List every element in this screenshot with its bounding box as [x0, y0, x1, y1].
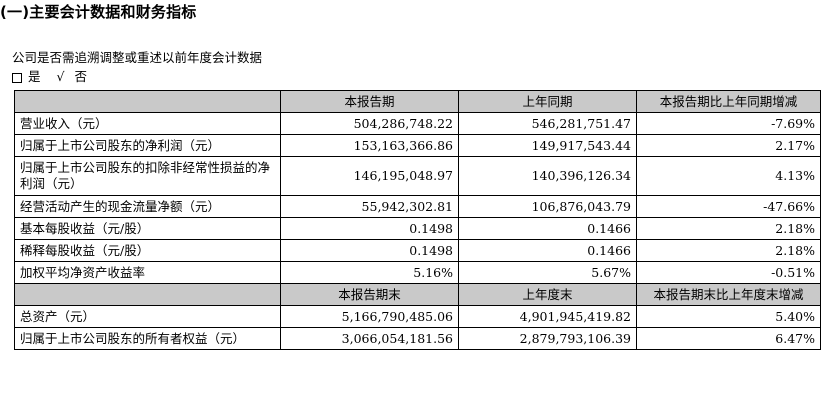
change-value: 5.40%: [636, 305, 821, 328]
header-cell: 本报告期: [280, 90, 459, 113]
header-cell: 上年度末: [458, 283, 637, 306]
header-cell: [14, 283, 281, 306]
table-row: 总资产（元） 5,166,790,485.06 4,901,945,419.82…: [14, 305, 821, 328]
row-label: 总资产（元）: [14, 305, 281, 328]
change-value: 2.18%: [636, 239, 821, 262]
header-cell: 上年同期: [458, 90, 637, 113]
prior-value: 0.1466: [458, 239, 637, 262]
current-value: 0.1498: [280, 217, 459, 240]
header-cell: 本报告期比上年同期增减: [636, 90, 821, 113]
table-row: 稀释每股收益（元/股） 0.1498 0.1466 2.18%: [14, 239, 821, 262]
header-cell: 本报告期末比上年度末增减: [636, 283, 821, 306]
table-row: 经营活动产生的现金流量净额（元） 55,942,302.81 106,876,0…: [14, 195, 821, 218]
change-value: 2.18%: [636, 217, 821, 240]
row-label: 加权平均净资产收益率: [14, 261, 281, 284]
check-mark-icon: √: [56, 69, 65, 84]
prior-value: 546,281,751.47: [458, 112, 637, 135]
change-value: 6.47%: [636, 327, 821, 350]
prior-value: 5.67%: [458, 261, 637, 284]
current-value: 146,195,048.97: [280, 156, 459, 196]
period-end-value: 5,166,790,485.06: [280, 305, 459, 328]
change-value: 2.17%: [636, 134, 821, 157]
table-row: 基本每股收益（元/股） 0.1498 0.1466 2.18%: [14, 217, 821, 240]
table-header-row: 本报告期末 上年度末 本报告期末比上年度末增减: [14, 283, 821, 306]
change-value: 4.13%: [636, 156, 821, 196]
header-cell: 本报告期末: [280, 283, 459, 306]
current-value: 0.1498: [280, 239, 459, 262]
table-row: 加权平均净资产收益率 5.16% 5.67% -0.51%: [14, 261, 821, 284]
prior-value: 149,917,543.44: [458, 134, 637, 157]
table-header-row: 本报告期 上年同期 本报告期比上年同期增减: [14, 90, 821, 113]
restatement-answer: 是 √ 否: [12, 66, 93, 85]
row-label: 归属于上市公司股东的净利润（元）: [14, 134, 281, 157]
prior-year-end-value: 4,901,945,419.82: [458, 305, 637, 328]
prior-value: 106,876,043.79: [458, 195, 637, 218]
current-value: 5.16%: [280, 261, 459, 284]
row-label: 归属于上市公司股东的所有者权益（元）: [14, 327, 281, 350]
prior-year-end-value: 2,879,793,106.39: [458, 327, 637, 350]
current-value: 504,286,748.22: [280, 112, 459, 135]
yes-option: 是: [12, 69, 47, 84]
prior-value: 0.1466: [458, 217, 637, 240]
prior-value: 140,396,126.34: [458, 156, 637, 196]
table-row: 归属于上市公司股东的净利润（元） 153,163,366.86 149,917,…: [14, 134, 821, 157]
section-heading: (一)主要会计数据和财务指标: [0, 3, 197, 21]
row-label: 归属于上市公司股东的扣除非经常性损益的净利润（元）: [14, 156, 281, 196]
period-end-value: 3,066,054,181.56: [280, 327, 459, 350]
change-value: -0.51%: [636, 261, 821, 284]
row-label: 营业收入（元）: [14, 112, 281, 135]
table-row: 营业收入（元） 504,286,748.22 546,281,751.47 -7…: [14, 112, 821, 135]
table-row: 归属于上市公司股东的扣除非经常性损益的净利润（元） 146,195,048.97…: [14, 156, 821, 196]
change-value: -7.69%: [636, 112, 821, 135]
change-value: -47.66%: [636, 195, 821, 218]
financial-indicators-table: 本报告期 上年同期 本报告期比上年同期增减 营业收入（元） 504,286,74…: [14, 90, 821, 350]
current-value: 55,942,302.81: [280, 195, 459, 218]
row-label: 基本每股收益（元/股）: [14, 217, 281, 240]
current-value: 153,163,366.86: [280, 134, 459, 157]
header-cell: [14, 90, 281, 113]
row-label: 稀释每股收益（元/股）: [14, 239, 281, 262]
checkbox-empty-icon: [12, 72, 22, 83]
restatement-question: 公司是否需追溯调整或重述以前年度会计数据: [12, 50, 263, 65]
no-option: 否: [74, 69, 87, 84]
row-label: 经营活动产生的现金流量净额（元）: [14, 195, 281, 218]
table-row: 归属于上市公司股东的所有者权益（元） 3,066,054,181.56 2,87…: [14, 327, 821, 350]
